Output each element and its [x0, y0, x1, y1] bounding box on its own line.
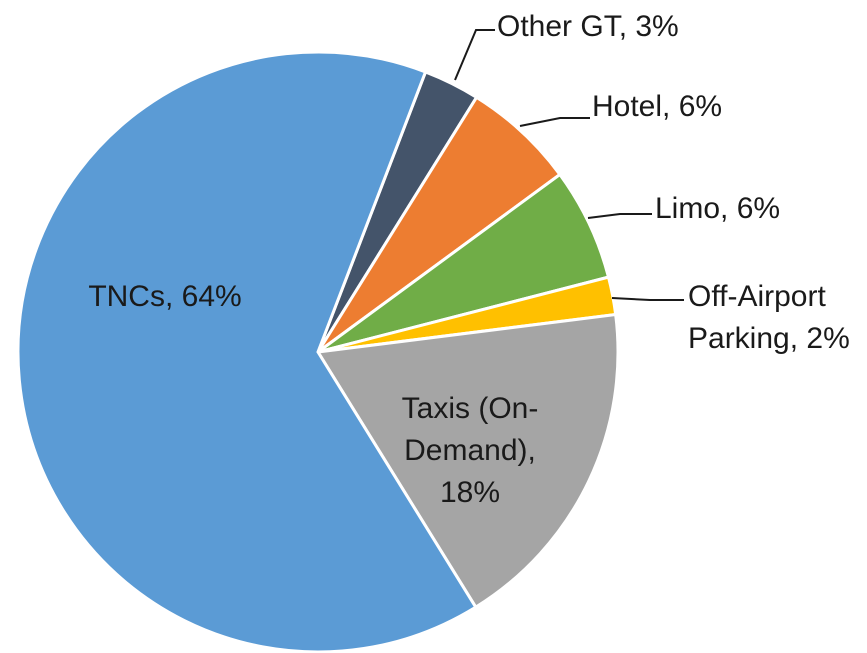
data-label-line: Other GT, 3% — [497, 10, 679, 43]
leader-line — [519, 117, 590, 127]
data-label-line: TNCs, 64% — [88, 280, 241, 313]
data-label-line: Parking, 2% — [688, 322, 850, 355]
data-label: Taxis (On- Demand), 18% — [402, 392, 539, 509]
pie-slice — [315, 312, 620, 610]
leader-line — [611, 297, 684, 301]
data-label: Other GT, 3% — [497, 10, 679, 43]
data-label-line: 18% — [440, 476, 500, 509]
data-label-line: Demand), — [404, 434, 536, 467]
data-label-line: Hotel, 6% — [592, 90, 722, 123]
data-label-line: Limo, 6% — [655, 192, 780, 225]
data-label: TNCs, 64% — [88, 280, 241, 313]
data-label: Off-Airport Parking, 2% — [688, 280, 850, 355]
data-label: Hotel, 6% — [592, 90, 722, 123]
data-label: Limo, 6% — [655, 192, 780, 225]
data-label-line: Taxis (On- — [402, 392, 539, 425]
pie-slice — [16, 50, 478, 653]
data-label-line: Off-Airport — [688, 280, 826, 313]
leader-line — [454, 29, 495, 81]
leader-line — [587, 213, 652, 219]
